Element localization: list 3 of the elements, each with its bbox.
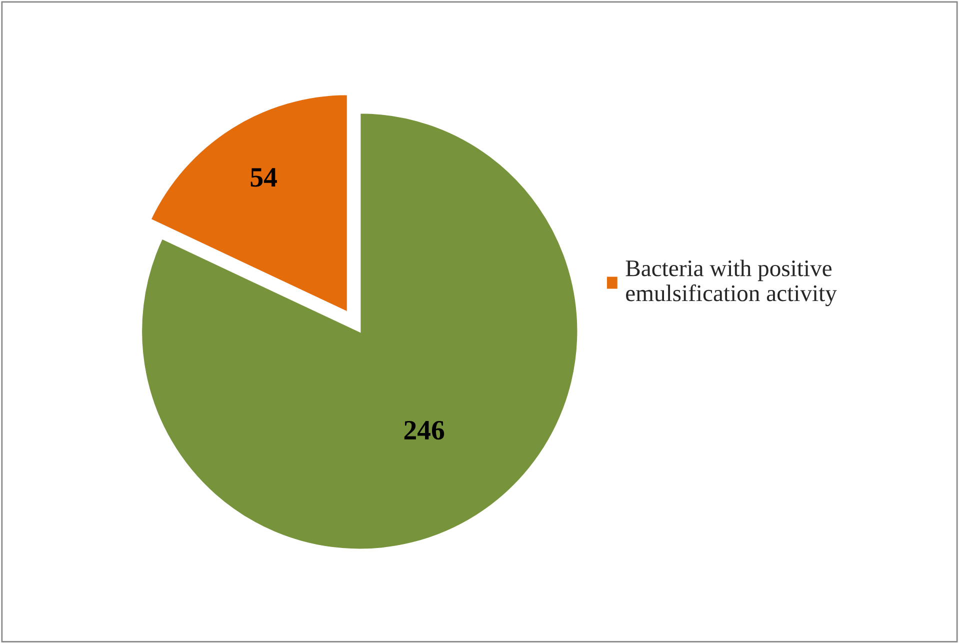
data-label: 246 [404, 420, 444, 440]
data-label: 54 [250, 168, 277, 187]
legend-label: Bacteria with positive emulsification activity [626, 260, 837, 306]
